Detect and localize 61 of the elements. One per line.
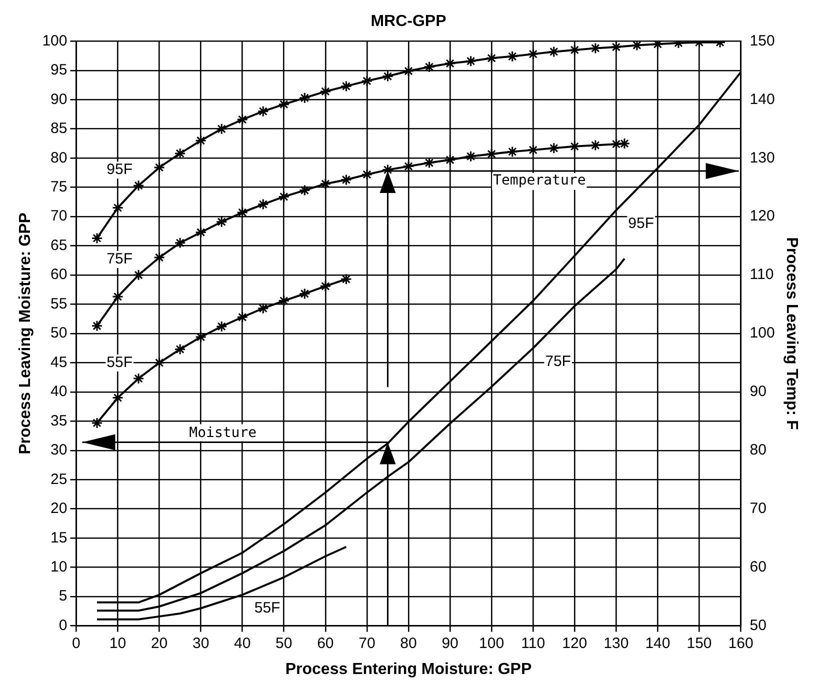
y-tick-label: 35: [50, 412, 68, 430]
y-axis-title: Process Leaving Moisture: GPP: [17, 212, 34, 454]
x-tick-label: 100: [479, 634, 504, 652]
y-tick-label: 95: [50, 62, 68, 79]
y2-tick-label: 130: [750, 149, 775, 166]
y-tick-label: 85: [50, 120, 68, 138]
x-tick-label: 110: [521, 634, 546, 652]
y2-axis-title: Process Leaving Temp: F: [782, 237, 800, 430]
x-axis-title: Process Entering Moisture: GPP: [285, 660, 532, 678]
x-tick-label: 30: [192, 634, 210, 652]
y-tick-label: 40: [50, 383, 68, 400]
y-tick-label: 80: [50, 149, 68, 166]
chart-title: MRC-GPP: [370, 13, 447, 30]
y2-tick-label: 100: [750, 324, 775, 342]
ref-line-label: Moisture: [189, 424, 257, 441]
x-tick-label: 10: [109, 634, 126, 652]
x-tick-label: 130: [604, 634, 629, 652]
series-label: 55F: [254, 599, 280, 616]
y2-tick-label: 90: [750, 383, 766, 400]
x-tick-label: 140: [645, 634, 670, 652]
series-label: 55F: [106, 354, 133, 372]
series-label: 95F: [628, 214, 654, 232]
x-tick-label: 0: [72, 634, 80, 652]
x-tick-label: 70: [358, 634, 376, 652]
y2-tick-label: 120: [750, 208, 775, 225]
y2-tick-label: 150: [750, 32, 775, 50]
y-tick-label: 55: [50, 295, 68, 312]
x-tick-label: 20: [150, 634, 168, 652]
y2-tick-label: 110: [750, 266, 774, 284]
x-tick-label: 150: [686, 634, 712, 652]
y2-tick-label: 80: [750, 442, 766, 459]
x-tick-label: 90: [442, 634, 458, 652]
y-tick-label: 30: [50, 442, 68, 459]
y-tick-label: 90: [50, 90, 68, 108]
y-tick-label: 60: [50, 266, 68, 284]
y2-tick-label: 70: [750, 500, 766, 518]
y-tick-label: 10: [50, 558, 68, 576]
x-tick-label: 120: [562, 634, 588, 652]
x-tick-label: 50: [276, 634, 292, 652]
x-tick-label: 80: [400, 634, 417, 652]
y-tick-label: 20: [50, 500, 68, 518]
y2-tick-label: 140: [750, 90, 775, 108]
series-label: 75F: [545, 352, 571, 370]
y-tick-label: 75: [50, 178, 68, 196]
ref-line-label: Temperature: [493, 172, 586, 189]
y-tick-label: 100: [42, 32, 68, 50]
series-label: 75F: [106, 250, 133, 268]
y-tick-label: 65: [50, 236, 68, 254]
y-tick-label: 0: [58, 616, 68, 634]
x-tick-label: 40: [234, 634, 251, 652]
y2-tick-label: 50: [750, 616, 766, 634]
y2-tick-label: 60: [750, 558, 766, 576]
y-tick-label: 5: [58, 588, 68, 605]
x-tick-label: 160: [728, 634, 754, 652]
y-tick-label: 50: [50, 324, 68, 342]
y-tick-label: 70: [50, 208, 68, 225]
series-label: 95F: [106, 161, 133, 178]
y-tick-label: 25: [50, 470, 68, 488]
y-tick-label: 45: [50, 354, 68, 371]
y-tick-label: 15: [50, 529, 68, 546]
x-tick-label: 60: [317, 634, 334, 652]
